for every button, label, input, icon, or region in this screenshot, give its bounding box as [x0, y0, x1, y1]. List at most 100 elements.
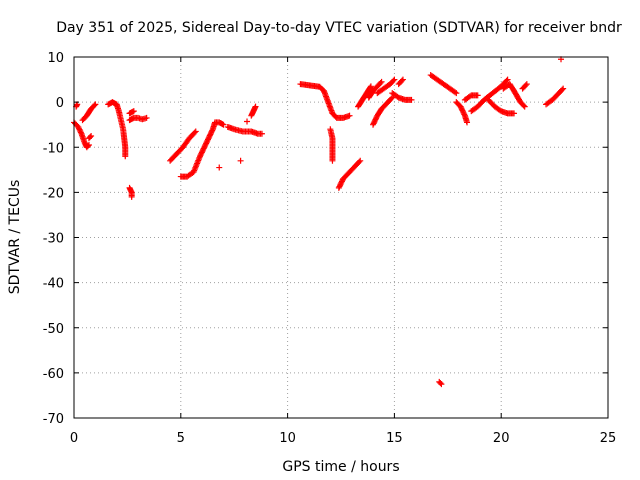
- data-point-marker: [464, 119, 471, 126]
- series-arc-d: [85, 132, 95, 142]
- data-point-marker: [75, 123, 82, 130]
- x-tick-label: 0: [70, 431, 78, 446]
- data-point-marker: [559, 86, 566, 93]
- data-point-marker: [391, 76, 398, 83]
- data-points: [71, 56, 567, 388]
- data-point-marker: [209, 127, 216, 134]
- data-point-marker: [92, 101, 99, 108]
- series-arc-ab: [468, 76, 511, 115]
- data-point-marker: [367, 84, 374, 91]
- data-point-marker: [88, 132, 95, 139]
- x-tick-label: 5: [177, 431, 185, 446]
- data-point-marker: [453, 90, 460, 97]
- series-arc-s: [355, 83, 374, 110]
- axis-ticks: 0 5 10 15 20 25 10 0 -10 -20 -30 -40 -50 -60 -70: [43, 51, 617, 446]
- series-arc-t: [365, 78, 385, 101]
- x-tick-label: 25: [600, 431, 617, 446]
- y-tick-label: 10: [47, 51, 64, 66]
- series-arc-ad: [500, 81, 528, 110]
- series-arc-x: [395, 76, 406, 88]
- series-arc-ah: [436, 378, 445, 388]
- series-arc-i: [167, 128, 199, 164]
- chart-title: Day 351 of 2025, Sidereal Day-to-day VTE…: [56, 20, 622, 36]
- series-arc-f: [126, 114, 150, 124]
- y-tick-label: -10: [43, 141, 64, 156]
- data-point-marker: [378, 78, 385, 85]
- data-point-marker: [192, 128, 199, 135]
- data-point-marker: [523, 81, 530, 88]
- y-tick-label: -70: [43, 412, 64, 427]
- series-arc-k: [216, 164, 223, 171]
- data-point-marker: [356, 158, 363, 165]
- series-arc-g: [126, 108, 137, 117]
- y-tick-label: -30: [43, 232, 64, 247]
- data-point-marker: [258, 130, 265, 137]
- series-arc-v: [374, 76, 398, 97]
- series-arc-ae: [519, 81, 530, 92]
- series-arc-u: [370, 94, 396, 128]
- data-point-marker: [91, 102, 98, 109]
- grid-lines: [74, 57, 608, 418]
- series-arc-m: [237, 157, 244, 164]
- data-point-marker: [87, 134, 94, 141]
- data-point-marker: [398, 77, 405, 84]
- series-arc-n: [244, 118, 251, 125]
- series-arc-h: [126, 184, 135, 200]
- y-tick-label: -20: [43, 186, 64, 201]
- x-tick-label: 20: [493, 431, 510, 446]
- data-point-marker: [522, 82, 529, 89]
- data-point-marker: [143, 114, 150, 121]
- data-point-marker: [521, 103, 528, 110]
- data-point-marker: [503, 77, 510, 84]
- data-point-marker: [511, 110, 518, 117]
- data-point-marker: [122, 153, 129, 160]
- series-arc-z: [453, 99, 471, 126]
- data-point-marker: [191, 129, 198, 136]
- data-point-marker: [520, 102, 527, 109]
- data-point-marker: [560, 85, 567, 92]
- data-point-marker: [388, 95, 395, 102]
- series-arc-q: [327, 126, 336, 164]
- series-arc-o: [248, 103, 259, 119]
- series-arc-j: [177, 119, 227, 180]
- series-arc-y: [427, 72, 460, 97]
- data-point-marker: [367, 83, 374, 90]
- data-point-marker: [346, 112, 353, 119]
- series-arc-c: [79, 101, 99, 124]
- data-point-marker: [84, 143, 91, 150]
- x-tick-label: 10: [279, 431, 296, 446]
- series-arc-af: [543, 85, 567, 108]
- data-point-marker: [329, 157, 336, 164]
- series-arc-p: [297, 81, 353, 121]
- data-point-marker: [130, 108, 137, 115]
- series-arc-aa: [461, 92, 481, 103]
- series-arc-b: [73, 101, 81, 110]
- y-tick-label: -50: [43, 322, 64, 337]
- data-point-marker: [461, 111, 468, 118]
- data-point-marker: [438, 381, 445, 388]
- data-point-marker: [377, 79, 384, 86]
- data-point-marker: [220, 121, 227, 128]
- series-arc-a: [71, 119, 92, 151]
- data-point-marker: [390, 77, 397, 84]
- data-point-marker: [75, 125, 82, 132]
- data-point-marker: [128, 193, 135, 200]
- series-arc-e: [105, 99, 129, 160]
- data-point-marker: [357, 157, 364, 164]
- data-point-marker: [216, 164, 223, 171]
- data-point-marker: [437, 380, 444, 387]
- series-arc-ac: [485, 96, 518, 117]
- data-point-marker: [244, 118, 251, 125]
- data-point-marker: [77, 129, 84, 136]
- series-arc-w: [389, 90, 415, 103]
- data-point-marker: [504, 76, 511, 83]
- y-tick-label: 0: [56, 96, 64, 111]
- x-axis-label: GPS time / hours: [282, 459, 399, 475]
- data-point-marker: [452, 89, 459, 96]
- data-point-marker: [237, 157, 244, 164]
- y-tick-label: -60: [43, 367, 64, 382]
- data-point-marker: [77, 128, 84, 135]
- data-point-marker: [474, 92, 481, 99]
- data-point-marker: [399, 76, 406, 83]
- data-point-marker: [76, 126, 83, 133]
